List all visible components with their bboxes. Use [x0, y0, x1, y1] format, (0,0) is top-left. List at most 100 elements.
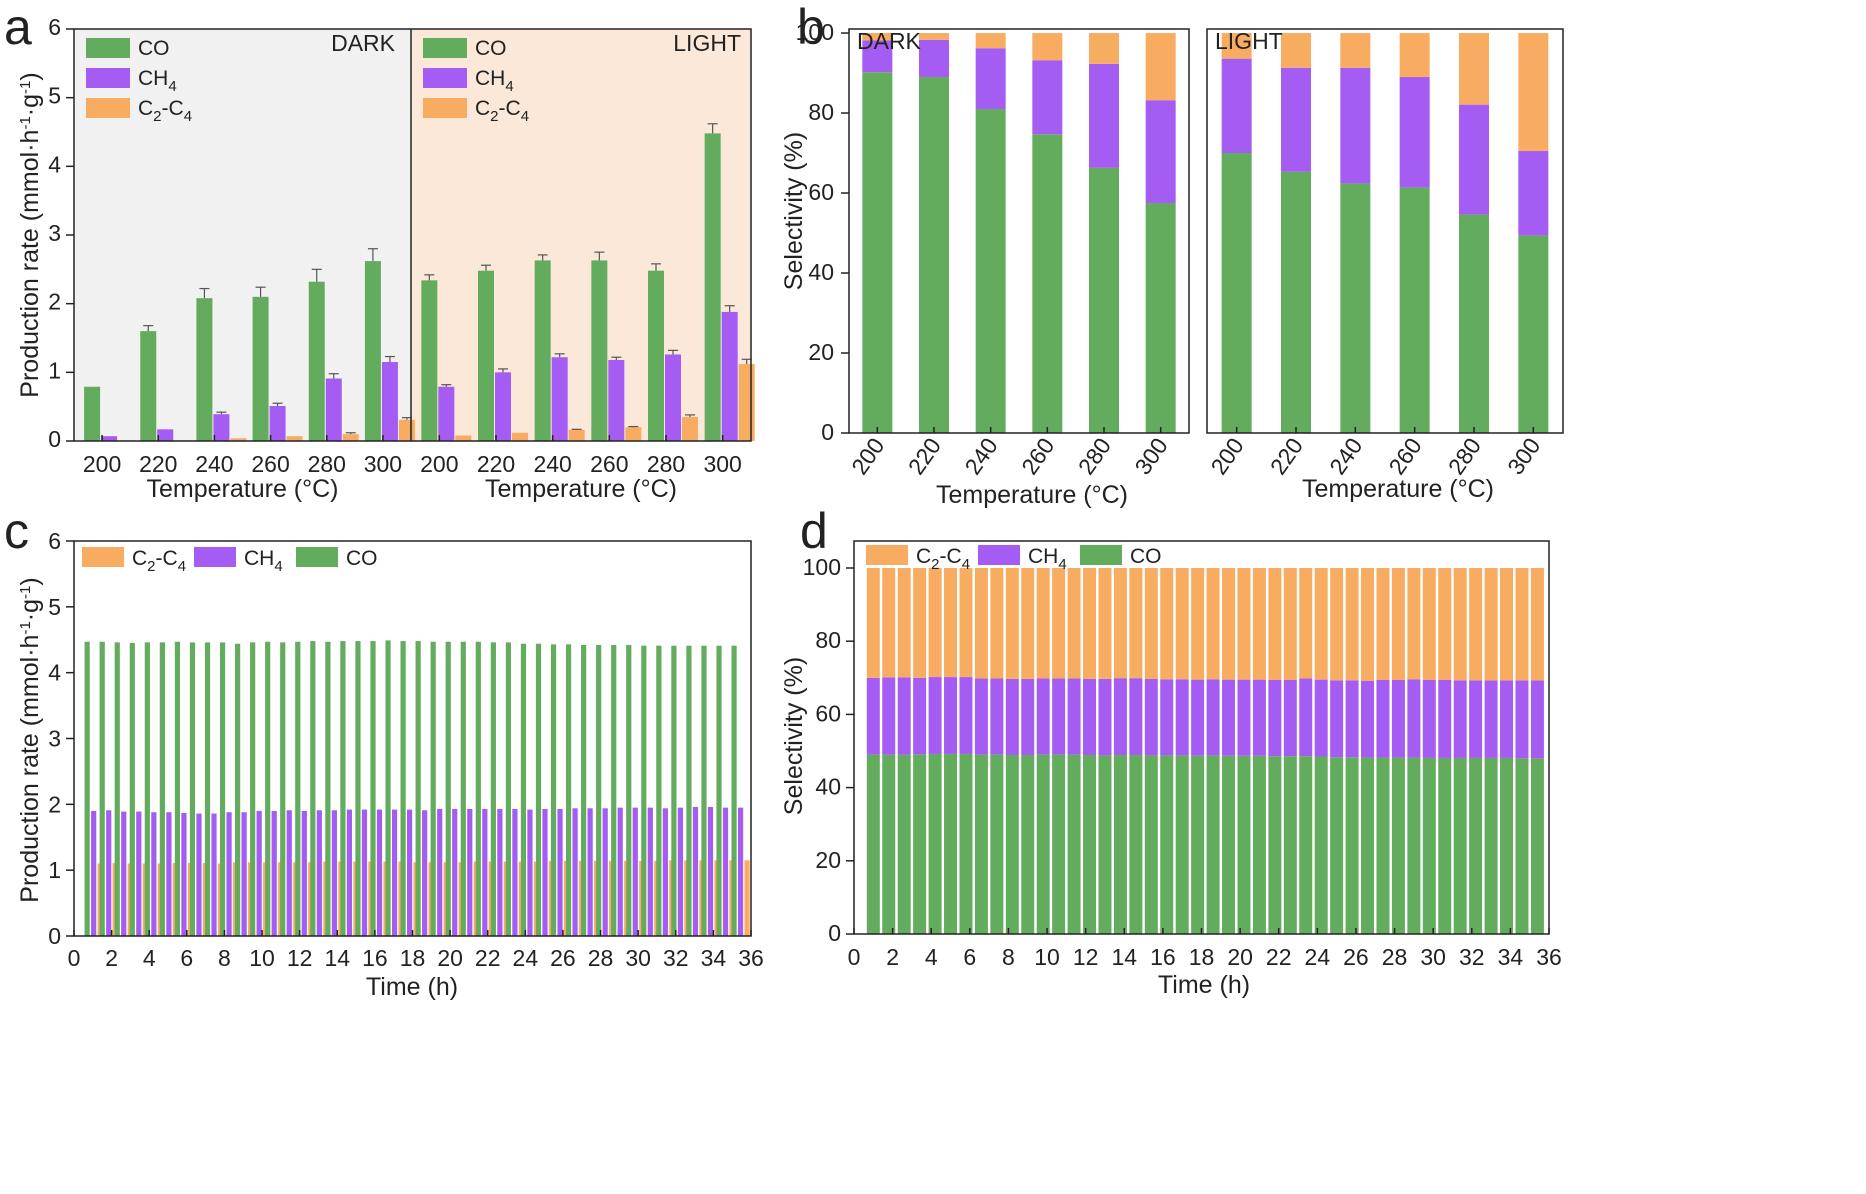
bar [226, 812, 232, 936]
bar [572, 808, 578, 936]
x-tick-label: 280 [308, 451, 346, 477]
stacked-bar-segment [1021, 755, 1035, 934]
x-axis-title: Time (h) [1158, 971, 1250, 999]
bar [512, 808, 518, 936]
y-axis-title: Production rate (mmol·h-1·g-1) [16, 577, 44, 902]
legend-swatch-ch4 [423, 68, 467, 88]
stacked-bar-segment [1299, 568, 1313, 679]
y-tick-label: 4 [48, 660, 61, 686]
stacked-bar-segment [944, 677, 958, 754]
stacked-bar-segment [1237, 568, 1251, 680]
bar [445, 641, 451, 936]
y-tick-label: 40 [808, 259, 834, 285]
x-tick-label: 36 [1536, 944, 1562, 970]
stacked-bar-segment [1175, 679, 1189, 756]
bar [196, 298, 213, 441]
stacked-bar-segment [1407, 679, 1421, 758]
bar [196, 813, 202, 936]
x-tick-label: 12 [287, 945, 313, 971]
stacked-bar-segment [1515, 568, 1529, 681]
stacked-bar-segment [1530, 758, 1544, 934]
y-tick-label: 0 [821, 419, 834, 445]
bar [370, 641, 376, 936]
bar [551, 357, 568, 441]
x-axis-title: Temperature (°C) [485, 475, 677, 503]
stacked-bar-segment [975, 48, 1006, 110]
x-tick-label: 16 [362, 945, 388, 971]
stacked-bar-segment [882, 754, 896, 934]
stacked-bar-segment [1067, 678, 1081, 755]
x-tick-label: 200 [83, 451, 121, 477]
stacked-bar-segment [974, 568, 988, 679]
stacked-bar-segment [1376, 568, 1390, 680]
stacked-bar-segment [944, 568, 958, 678]
bar [269, 405, 286, 441]
stacked-bar-segment [1144, 755, 1158, 934]
bar [490, 642, 496, 936]
stacked-bar-segment [1459, 33, 1489, 105]
bar [475, 641, 481, 936]
bar [376, 809, 383, 936]
bar [596, 645, 602, 936]
stacked-bar-segment [1422, 679, 1436, 758]
bar [738, 364, 755, 441]
stacked-bar-segment [1453, 568, 1467, 681]
x-tick-label: 240 [1324, 433, 1367, 479]
bar [692, 806, 699, 936]
bar [520, 643, 527, 936]
stacked-bar-segment [1145, 33, 1176, 101]
condition-label: DARK [857, 28, 922, 54]
bar [731, 645, 737, 936]
stacked-bar-segment [1438, 679, 1452, 758]
stacked-bar-segment [1518, 33, 1549, 152]
stacked-bar-segment [1032, 60, 1063, 135]
stacked-bar-segment [1221, 58, 1252, 154]
bar [527, 809, 533, 936]
stacked-bar-segment [897, 568, 911, 678]
bar [204, 642, 211, 936]
stacked-bar-segment [1252, 755, 1266, 934]
bar [99, 641, 105, 936]
x-tick-label: 18 [400, 945, 426, 971]
stacked-bar-segment [866, 568, 880, 678]
stacked-bar-segment [1469, 680, 1483, 758]
bar [91, 810, 97, 936]
x-tick-label: 4 [925, 944, 938, 970]
bar [213, 414, 230, 441]
legend-label-ch4: CH4 [244, 547, 283, 575]
y-tick-label: 3 [48, 220, 61, 246]
stacked-bar-segment [1129, 755, 1143, 934]
bar [189, 642, 196, 936]
stacked-bar-segment [1281, 33, 1311, 68]
bar [310, 641, 316, 936]
stacked-bar-segment [1222, 568, 1236, 680]
bar [325, 378, 342, 441]
stacked-bar-segment [1299, 756, 1313, 934]
stacked-bar-segment [919, 33, 949, 40]
stacked-bar-segment [1005, 678, 1019, 756]
bar [535, 643, 542, 936]
x-tick-label: 220 [903, 433, 946, 479]
bar [534, 260, 551, 441]
bar [398, 419, 415, 441]
stacked-bar-segment [1252, 679, 1266, 756]
bar [385, 640, 391, 936]
stacked-bar-segment [1036, 754, 1050, 934]
stacked-bar-segment [928, 568, 942, 678]
stacked-bar-segment [974, 754, 988, 934]
stacked-bar-segment [1129, 678, 1143, 756]
stacked-bar-segment [1459, 104, 1489, 215]
panel-letter-d: d [800, 503, 828, 559]
stacked-bar-segment [1089, 33, 1119, 64]
bar [151, 812, 157, 936]
bar [602, 808, 608, 936]
stacked-bar-segment [1098, 568, 1112, 679]
x-tick-label: 32 [663, 945, 689, 971]
stacked-bar-segment [1340, 183, 1371, 433]
stacked-bar-segment [913, 568, 927, 678]
bar [721, 311, 738, 441]
bar [648, 270, 664, 441]
x-tick-label: 28 [1382, 944, 1408, 970]
bar [181, 812, 187, 936]
stacked-bar-segment [1314, 679, 1328, 757]
